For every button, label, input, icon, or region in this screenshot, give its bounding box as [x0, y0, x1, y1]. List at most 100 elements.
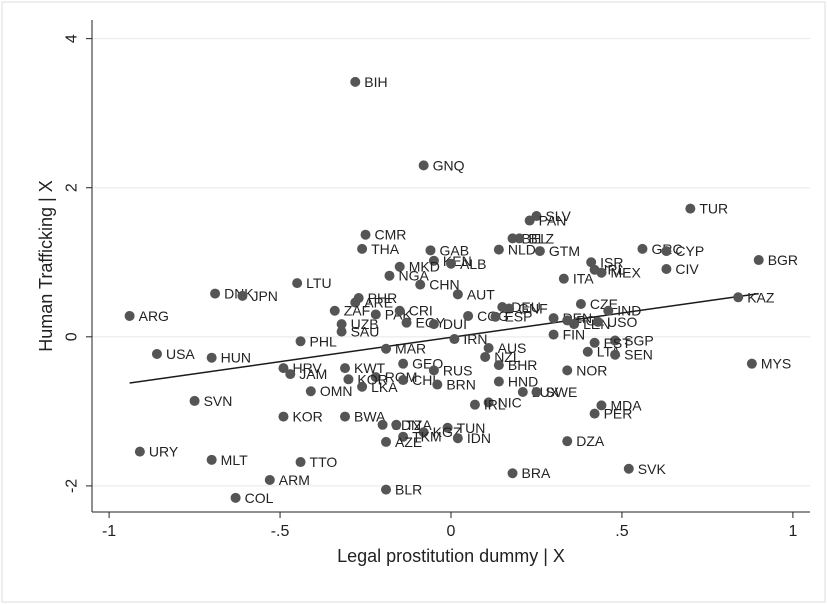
data-point	[428, 365, 439, 376]
x-tick-label: 1	[788, 523, 797, 540]
point-label: BLZ	[528, 230, 554, 246]
x-axis-title: Legal prostitution dummy | X	[337, 546, 565, 566]
point-label: TUN	[457, 420, 486, 436]
data-point	[394, 305, 405, 316]
point-label: NLD	[508, 242, 536, 258]
point-label: SVK	[638, 461, 667, 477]
data-point	[483, 343, 494, 353]
data-point	[524, 215, 535, 226]
data-points: BIHGNQTURSLVPANCMRBELBLZGRCCYPTHAGABNLDG…	[124, 74, 798, 506]
data-point	[593, 316, 604, 327]
point-label: TTO	[310, 454, 338, 470]
data-point	[381, 484, 392, 495]
point-label: BIH	[364, 74, 387, 90]
data-point	[381, 343, 392, 354]
point-label: NOR	[576, 362, 607, 378]
data-point	[610, 349, 621, 360]
data-point	[381, 436, 392, 447]
point-label: ZAF	[344, 303, 370, 319]
point-label: URY	[149, 444, 179, 460]
data-point	[596, 267, 607, 278]
point-label: TUR	[699, 201, 728, 217]
point-label: CHN	[429, 277, 459, 293]
data-point	[637, 243, 648, 254]
point-label: IRN	[463, 331, 487, 347]
point-label: SLV	[545, 208, 571, 224]
x-tick-label: 0	[447, 523, 456, 540]
data-point	[237, 290, 248, 301]
data-point	[292, 278, 303, 289]
y-tick-label: 2	[64, 183, 81, 192]
data-point	[589, 408, 600, 419]
data-point	[517, 386, 528, 397]
data-point	[449, 334, 460, 345]
point-label: KOR	[292, 409, 322, 425]
point-label: THA	[371, 241, 400, 257]
data-point	[746, 358, 757, 369]
data-point	[753, 255, 764, 266]
point-label: PAN	[539, 213, 567, 229]
data-point	[329, 305, 340, 316]
point-label: HRV	[292, 360, 322, 376]
data-point	[401, 317, 412, 328]
data-point	[463, 310, 474, 321]
point-label: PHL	[310, 333, 337, 349]
data-point	[623, 463, 634, 474]
point-label: SWE	[545, 384, 577, 400]
point-label: DUI	[443, 316, 467, 332]
point-label: MDA	[610, 397, 642, 413]
point-label: USA	[166, 346, 195, 362]
data-point	[432, 379, 443, 390]
data-point	[442, 422, 453, 433]
data-point	[596, 400, 607, 411]
x-tick-label: -.5	[271, 523, 290, 540]
data-point	[210, 288, 221, 299]
data-point	[603, 305, 614, 316]
point-label: AUT	[467, 286, 495, 302]
point-label: IND	[617, 303, 641, 319]
data-point	[452, 289, 463, 300]
data-point	[357, 381, 368, 392]
point-label: USO	[607, 314, 637, 330]
data-point	[586, 257, 597, 268]
point-label: BRA	[522, 465, 551, 481]
point-label: EST	[604, 335, 632, 351]
point-label: MAR	[395, 341, 426, 357]
data-point	[493, 376, 504, 387]
point-label: GAB	[439, 242, 469, 258]
x-tick-label: -1	[102, 523, 116, 540]
axes: -2 0 2 4 -1 -.5 0 .5 1	[64, 20, 810, 540]
point-label: LKA	[371, 379, 398, 395]
point-label: KWT	[354, 360, 386, 376]
point-label: BGR	[768, 252, 798, 268]
data-point	[514, 233, 525, 244]
data-point	[415, 279, 426, 290]
point-label: DEU	[511, 299, 541, 315]
data-point	[206, 454, 217, 465]
point-label: BHR	[508, 357, 538, 373]
point-label: AZE	[395, 434, 422, 450]
point-label: SGP	[624, 333, 654, 349]
data-point	[548, 313, 559, 324]
point-label: HND	[508, 374, 538, 390]
data-point	[384, 270, 395, 281]
data-point	[134, 446, 145, 457]
data-point	[230, 492, 241, 503]
data-point	[562, 365, 573, 376]
point-label: SVN	[204, 393, 233, 409]
data-point	[418, 160, 429, 171]
y-tick-label: 0	[64, 332, 81, 341]
data-point	[295, 457, 306, 468]
point-label: IRL	[484, 397, 506, 413]
data-point	[446, 258, 456, 269]
point-label: OMN	[320, 383, 353, 399]
point-label: KAZ	[747, 289, 775, 305]
point-label: JPN	[251, 288, 277, 304]
point-label: MYS	[761, 356, 791, 372]
data-point	[610, 335, 621, 346]
data-point	[264, 474, 275, 485]
point-label: MEX	[610, 265, 641, 281]
data-point	[305, 386, 316, 397]
